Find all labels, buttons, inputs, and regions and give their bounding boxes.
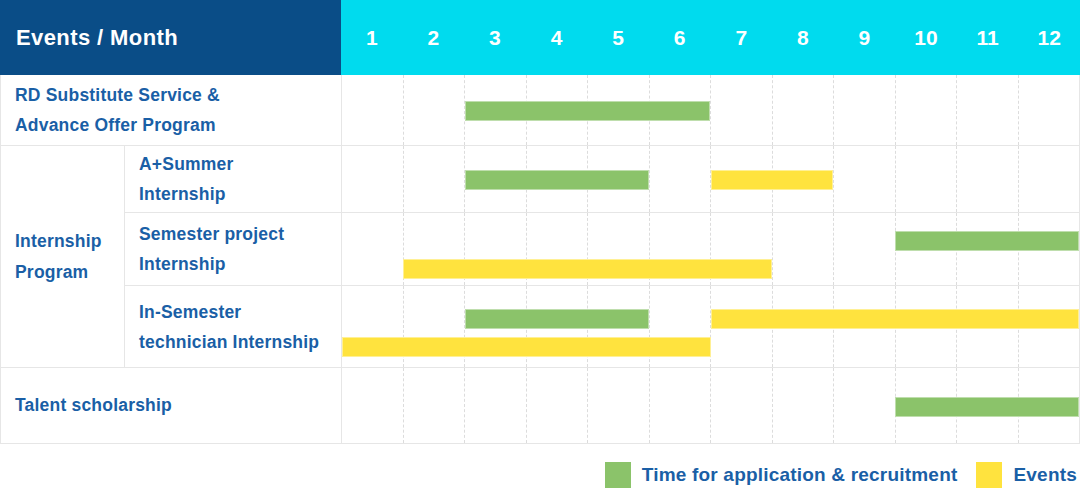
month-header-2: 2 <box>403 0 465 75</box>
legend-swatch-events <box>976 462 1002 488</box>
grid-cell <box>342 368 404 443</box>
grid-cell <box>773 75 835 145</box>
grid-cell <box>957 75 1019 145</box>
legend-swatch-application-recruitment <box>605 462 631 488</box>
row-label-a-plus-summer: A+Summer Internship <box>125 146 341 212</box>
grid-cell <box>1019 75 1080 145</box>
grid-cell <box>404 146 466 212</box>
gantt-bar-yellow <box>711 309 1080 329</box>
legend-label-application-recruitment: Time for application & recruitment <box>642 464 958 486</box>
internship-program-section: Internship Program A+Summer Internship S… <box>1 146 1079 368</box>
grid-cell <box>957 146 1019 212</box>
grid-cell <box>711 75 773 145</box>
gantt-bar-green <box>895 397 1079 417</box>
gantt-grid-row <box>341 286 1079 367</box>
row-label-semester-project: Semester project Internship <box>125 213 341 286</box>
table-row: In-Semester technician Internship <box>125 286 1079 367</box>
month-header-1: 1 <box>341 0 403 75</box>
grid-cell <box>404 75 466 145</box>
gantt-grid-row <box>341 213 1079 286</box>
grid-cell <box>834 368 896 443</box>
grid-cell <box>527 368 589 443</box>
grid-cell <box>404 368 466 443</box>
gantt-bar-green <box>465 309 649 329</box>
month-header-9: 9 <box>834 0 896 75</box>
grid-cell <box>465 368 527 443</box>
month-header-3: 3 <box>464 0 526 75</box>
group-label-internship-program: Internship Program <box>1 146 125 367</box>
gantt-bar-green <box>465 170 649 190</box>
grid-cell <box>834 146 896 212</box>
month-header-5: 5 <box>587 0 649 75</box>
table-row: RD Substitute Service & Advance Offer Pr… <box>1 75 1079 146</box>
grid-cell <box>896 146 958 212</box>
legend-label-events: Events <box>1013 464 1077 486</box>
table-row: A+Summer Internship <box>125 146 1079 213</box>
month-header-12: 12 <box>1018 0 1080 75</box>
grid-cell <box>650 146 712 212</box>
gantt-grid-row <box>341 75 1079 145</box>
legend: Time for application & recruitment Event… <box>605 462 1077 488</box>
row-label-rd-substitute: RD Substitute Service & Advance Offer Pr… <box>1 75 341 145</box>
month-header-10: 10 <box>895 0 957 75</box>
grid-cell <box>773 368 835 443</box>
gantt-bar-green <box>465 101 711 121</box>
table-header-row: Events / Month 123456789101112 <box>0 0 1080 75</box>
gantt-grid-row <box>341 146 1079 212</box>
grid-cell <box>1019 146 1080 212</box>
gantt-bar-yellow <box>342 337 711 357</box>
row-label-in-semester-technician: In-Semester technician Internship <box>125 286 341 367</box>
grid-cell <box>834 213 896 286</box>
internship-subrows: A+Summer Internship Semester project Int… <box>125 146 1079 367</box>
month-header-row: 123456789101112 <box>341 0 1080 75</box>
gantt-bar-yellow <box>711 170 834 190</box>
grid-cell <box>711 368 773 443</box>
table-row: Talent scholarship <box>1 368 1079 443</box>
row-label-talent-scholarship: Talent scholarship <box>1 368 341 443</box>
grid-cell <box>342 213 404 286</box>
grid-cell <box>834 75 896 145</box>
month-header-8: 8 <box>772 0 834 75</box>
gantt-bar-green <box>895 231 1079 251</box>
gantt-grid-row <box>341 368 1079 443</box>
grid-cell <box>342 75 404 145</box>
month-header-11: 11 <box>957 0 1019 75</box>
month-header-6: 6 <box>649 0 711 75</box>
gantt-bar-yellow <box>403 259 772 279</box>
table-row: Semester project Internship <box>125 213 1079 287</box>
month-header-7: 7 <box>710 0 772 75</box>
grid-cell <box>342 146 404 212</box>
events-month-header-cell: Events / Month <box>0 0 341 75</box>
grid-cell <box>650 368 712 443</box>
gantt-schedule: Events / Month 123456789101112 RD Substi… <box>0 0 1080 494</box>
grid-cell <box>773 213 835 286</box>
grid-cell <box>588 368 650 443</box>
grid-cell <box>896 75 958 145</box>
month-header-4: 4 <box>526 0 588 75</box>
table-body: RD Substitute Service & Advance Offer Pr… <box>0 75 1080 444</box>
